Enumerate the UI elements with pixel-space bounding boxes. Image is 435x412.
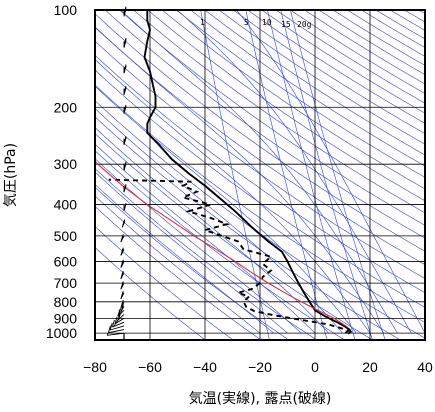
- mixing-ratio-labels: 1 5 10 15 20g: [200, 18, 312, 29]
- dry-adiabat-line: [95, 100, 425, 339]
- y-tick-label: 200: [54, 99, 78, 115]
- dry-adiabat-line: [95, 26, 425, 265]
- dry-adiabat-line: [95, 13, 425, 252]
- mixing-ratio-label: 1: [200, 18, 205, 27]
- x-tick-label: 20: [362, 359, 378, 375]
- wind-barb: [107, 325, 125, 334]
- y-tick-label: 700: [54, 275, 78, 291]
- wind-barb: [123, 104, 127, 114]
- wind-barb: [123, 202, 127, 211]
- guide-lines: [95, 10, 425, 340]
- mixing-ratio-line: [200, 10, 270, 340]
- wind-barb: [123, 136, 127, 146]
- wind-barb: [123, 64, 127, 74]
- mixing-ratio-line: [245, 10, 328, 340]
- y-tick-label: 800: [54, 294, 78, 310]
- y-tick-label: 600: [54, 253, 78, 269]
- dry-adiabat-line: [204, 10, 425, 156]
- x-tick-label: −60: [138, 359, 162, 375]
- moist-adiabat-line: [95, 127, 330, 334]
- wind-barb: [117, 308, 125, 317]
- x-tick-label: −20: [248, 359, 272, 375]
- dry-adiabat-line: [95, 247, 206, 340]
- wind-barb: [120, 300, 125, 309]
- mixing-ratio-label: 20g: [297, 20, 312, 29]
- moist-adiabat-line: [95, 26, 385, 334]
- y-tick-label: 400: [54, 197, 78, 213]
- wind-barb: [120, 281, 125, 290]
- wind-barb: [123, 85, 127, 95]
- mixing-ratio-label: 10: [262, 18, 272, 27]
- wind-barb: [123, 161, 127, 171]
- wind-barb: [121, 219, 126, 228]
- moist-adiabat-line: [95, 108, 343, 334]
- wind-barb: [120, 270, 125, 280]
- x-axis-ticks: −80 −60 −40 −20 0 20 40: [83, 359, 433, 375]
- wind-barb: [123, 184, 127, 193]
- x-tick-label: 40: [417, 359, 433, 375]
- x-axis-title: 気温(実線), 露点(破線): [189, 391, 332, 407]
- wind-barb: [120, 304, 125, 313]
- y-tick-label: 500: [54, 228, 78, 244]
- dry-adiabat-line: [175, 10, 425, 178]
- wind-barb: [120, 247, 125, 256]
- wind-barb: [109, 322, 125, 331]
- mixing-ratio-line: [267, 10, 356, 340]
- wind-barb: [120, 234, 125, 243]
- plot-frame: [94, 9, 426, 341]
- moist-adiabat-line: [95, 58, 371, 334]
- x-tick-label: −40: [193, 359, 217, 375]
- dry-adiabat-line: [95, 226, 234, 340]
- sounding-series: [95, 10, 353, 335]
- mixing-ratio-line: [290, 10, 386, 340]
- mixing-ratio-label: 5: [244, 18, 249, 27]
- wind-barb: [120, 290, 125, 300]
- dry-adiabat-line: [95, 133, 373, 340]
- moist-adiabat-line: [95, 158, 302, 334]
- dry-adiabat-line: [118, 10, 425, 226]
- dry-adiabat-line: [218, 10, 425, 145]
- moist-adiabat-line: [176, 10, 412, 334]
- moist-adiabat-line: [95, 195, 261, 334]
- dry-adiabat-line: [147, 10, 425, 202]
- moist-adiabat-line: [95, 183, 274, 334]
- y-axis-title: 気圧(hPa): [3, 143, 19, 207]
- dry-adiabat-line: [104, 10, 425, 239]
- y-tick-label: 900: [54, 310, 78, 326]
- grid-lines: [95, 10, 425, 340]
- dry-adiabat-line: [190, 10, 425, 167]
- dry-adiabat-line: [95, 168, 317, 340]
- dry-adiabat-line: [95, 54, 425, 294]
- dry-adiabat-line: [95, 69, 425, 308]
- wind-barb: [120, 259, 125, 268]
- y-tick-label: 1000: [46, 325, 77, 341]
- dry-adiabat-line: [95, 40, 425, 279]
- dry-adiabat-line: [161, 10, 425, 190]
- y-tick-label: 300: [54, 156, 78, 172]
- dry-adiabat-line: [95, 186, 290, 340]
- dry-adiabat-line: [95, 84, 425, 323]
- wind-barb: [123, 37, 127, 48]
- moist-adiabat-line: [120, 10, 398, 334]
- x-tick-label: −80: [83, 359, 107, 375]
- parcel-line: [95, 160, 349, 328]
- dry-adiabat-line: [133, 10, 425, 214]
- dewpoint-line: [108, 178, 350, 334]
- mixing-ratio-label: 15: [281, 20, 291, 29]
- x-tick-label: 0: [311, 359, 319, 375]
- temperature-line: [143, 10, 353, 335]
- y-tick-label: 100: [54, 2, 78, 18]
- moist-adiabat-line: [236, 10, 425, 334]
- dry-adiabat-line: [95, 150, 345, 340]
